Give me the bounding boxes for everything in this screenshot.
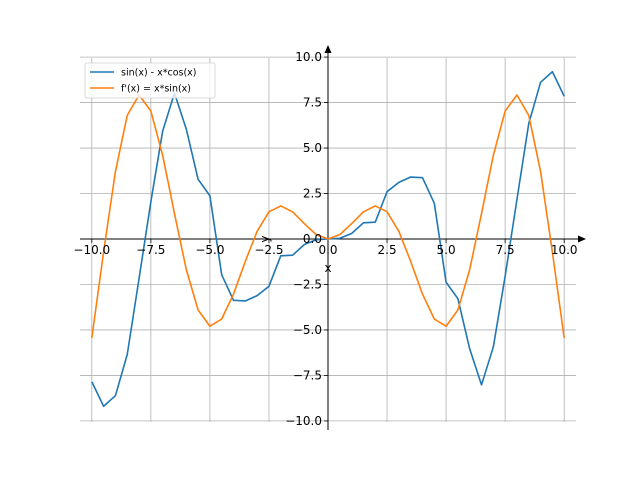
x-tick-label: 2.5 bbox=[378, 243, 397, 257]
x-tick-label: 0.0 bbox=[318, 243, 337, 257]
legend: sin(x) - x*cos(x) f'(x) = x*sin(x) bbox=[84, 62, 216, 99]
y-tick-label: 2.5 bbox=[303, 187, 322, 201]
y-tick-label: −7.5 bbox=[293, 368, 322, 382]
y-tick-label: 0.0 bbox=[303, 232, 322, 246]
x-tick-label: −2.5 bbox=[254, 243, 283, 257]
axis-layer bbox=[80, 45, 586, 430]
x-axis-label: x bbox=[324, 261, 331, 275]
x-tick-label: 7.5 bbox=[496, 243, 515, 257]
y-tick-label: −5.0 bbox=[293, 323, 322, 337]
x-tick-label: 5.0 bbox=[437, 243, 456, 257]
legend-label-2: f'(x) = x*sin(x) bbox=[121, 84, 191, 95]
y-tick-label: −10.0 bbox=[285, 414, 322, 428]
y-axis-label: y bbox=[258, 235, 272, 242]
legend-box bbox=[84, 62, 216, 99]
y-tick-label: 10.0 bbox=[295, 50, 322, 64]
y-tick-label: −2.5 bbox=[293, 277, 322, 291]
series-layer bbox=[91, 70, 565, 408]
x-axis-arrow-icon bbox=[578, 235, 586, 243]
x-tick-label: 10.0 bbox=[551, 243, 578, 257]
x-tick-label: −10.0 bbox=[73, 243, 110, 257]
tick-label-layer: −10.0 −7.5 −5.0 −2.5 0.0 2.5 5.0 7.5 10.0 −10.0 −7… bbox=[73, 50, 577, 428]
y-tick-label: 7.5 bbox=[303, 96, 322, 110]
x-tick-label: −5.0 bbox=[195, 243, 224, 257]
legend-label-1: sin(x) - x*cos(x) bbox=[121, 68, 197, 79]
series-line-2 bbox=[91, 94, 565, 339]
x-tick-label: −7.5 bbox=[136, 243, 165, 257]
y-tick-label: 5.0 bbox=[303, 141, 322, 155]
y-axis-arrow-icon bbox=[324, 45, 332, 53]
